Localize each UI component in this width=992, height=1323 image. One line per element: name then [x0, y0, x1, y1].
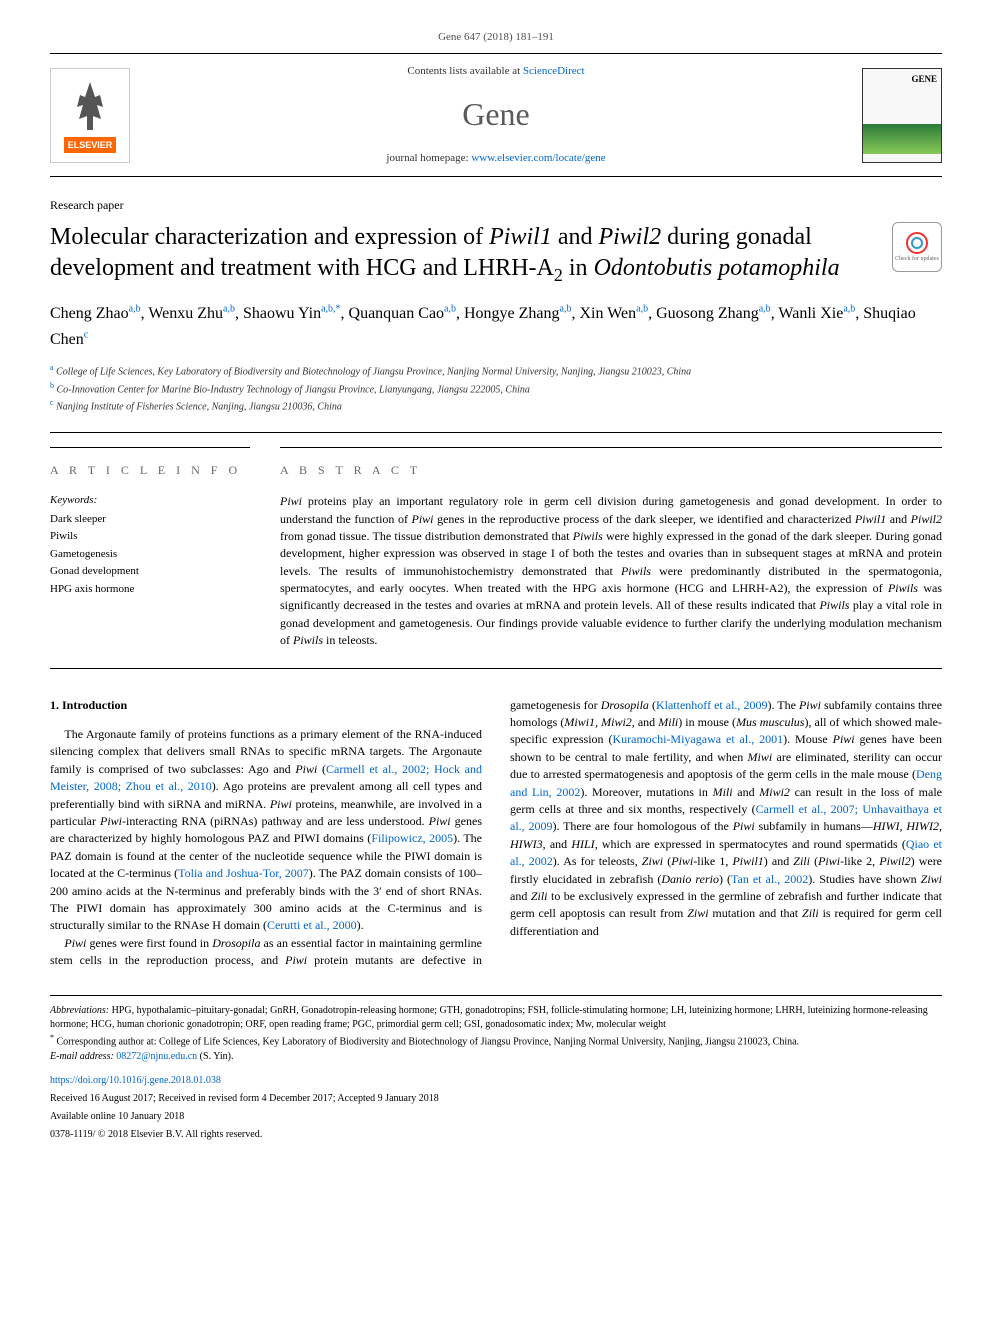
keyword: Piwils [50, 528, 250, 546]
article-info-head: A R T I C L E I N F O [50, 462, 250, 479]
author-affiliation-sup: a,b [843, 304, 855, 315]
title-text-1: Molecular characterization and expressio… [50, 224, 489, 250]
affiliation: a College of Life Sciences, Key Laborato… [50, 362, 942, 379]
keywords-label: Keywords: [50, 493, 250, 508]
author-affiliation-sup: a,b [636, 304, 648, 315]
title-row: Molecular characterization and expressio… [50, 222, 942, 287]
abstract: A B S T R A C T Piwi proteins play an im… [280, 447, 942, 649]
abbreviations-footnote: Abbreviations: HPG, hypothalamic–pituita… [50, 1004, 942, 1032]
footer-divider [50, 995, 942, 996]
homepage-line: journal homepage: www.elsevier.com/locat… [145, 151, 847, 166]
crossmark-label: Check for updates [895, 255, 939, 263]
doi-link[interactable]: https://doi.org/10.1016/j.gene.2018.01.0… [50, 1074, 942, 1088]
email-label: E-mail address: [50, 1051, 116, 1062]
author-affiliation-sup: c [84, 329, 88, 340]
author-affiliation-sup: a,b [759, 304, 771, 315]
corr-text: Corresponding author at: College of Life… [57, 1037, 800, 1048]
corr-star: * [50, 1033, 54, 1042]
author-affiliation-sup: a,b [129, 304, 141, 315]
author: Wenxu Zhua,b [148, 305, 235, 322]
intro-paragraph-1: The Argonaute family of proteins functio… [50, 726, 482, 935]
author: Hongye Zhanga,b [464, 305, 571, 322]
author: Xin Wena,b [579, 305, 648, 322]
abbrev-label: Abbreviations: [50, 1005, 109, 1016]
affiliation: c Nanjing Institute of Fisheries Science… [50, 397, 942, 414]
body-columns: 1. Introduction The Argonaute family of … [50, 697, 942, 970]
elsevier-logo: ELSEVIER [50, 68, 130, 163]
author-affiliation-sup: a,b [560, 304, 572, 315]
homepage-prefix: journal homepage: [386, 152, 471, 164]
keywords-list: Dark sleeperPiwilsGametogenesisGonad dev… [50, 511, 250, 599]
title-em-2: Piwil2 [598, 224, 661, 250]
citation[interactable]: Carmell et al., 2002; Hock and Meister, … [50, 762, 482, 793]
sciencedirect-link[interactable]: ScienceDirect [523, 65, 585, 77]
crossmark-icon [905, 231, 929, 255]
contents-prefix: Contents lists available at [407, 65, 522, 77]
header-center: Contents lists available at ScienceDirec… [145, 64, 847, 166]
elsevier-tree-icon [65, 77, 115, 137]
abbrev-text: HPG, hypothalamic–pituitary-gonadal; GnR… [50, 1005, 928, 1030]
citation[interactable]: Kuramochi-Miyagawa et al., 2001 [612, 732, 783, 746]
citation[interactable]: Tolia and Joshua-Tor, 2007 [178, 866, 309, 880]
citation[interactable]: Cerutti et al., 2000 [267, 918, 357, 932]
keyword: Gametogenesis [50, 546, 250, 564]
abstract-head: A B S T R A C T [280, 462, 942, 479]
author: Wanli Xiea,b [778, 305, 855, 322]
abstract-text: Piwi proteins play an important regulato… [280, 493, 942, 650]
journal-name: Gene [145, 92, 847, 137]
title-em-3: Odontobutis potamophila [594, 255, 840, 281]
journal-cover-thumbnail [862, 68, 942, 163]
author: Cheng Zhaoa,b [50, 305, 141, 322]
email-link[interactable]: 08272@njnu.edu.cn [116, 1051, 197, 1062]
title-text-2: and [552, 224, 599, 250]
article-info: A R T I C L E I N F O Keywords: Dark sle… [50, 447, 250, 649]
footer-available: Available online 10 January 2018 [50, 1110, 942, 1124]
email-suffix: (S. Yin). [197, 1051, 233, 1062]
citation[interactable]: Filipowicz, 2005 [371, 831, 453, 845]
intro-heading: 1. Introduction [50, 697, 482, 714]
footer-copyright: 0378-1119/ © 2018 Elsevier B.V. All righ… [50, 1128, 942, 1142]
title-text-4: in [563, 255, 594, 281]
info-abstract-row: A R T I C L E I N F O Keywords: Dark sle… [50, 447, 942, 668]
title-em-1: Piwil1 [489, 224, 552, 250]
footer-dates: Received 16 August 2017; Received in rev… [50, 1092, 942, 1106]
author: Quanquan Caoa,b [349, 305, 456, 322]
author: Guosong Zhanga,b [656, 305, 771, 322]
citation[interactable]: Klattenhoff et al., 2009 [656, 698, 768, 712]
homepage-link[interactable]: www.elsevier.com/locate/gene [471, 152, 605, 164]
author-affiliation-sup: a,b [444, 304, 456, 315]
author-list: Cheng Zhaoa,b, Wenxu Zhua,b, Shaowu Yina… [50, 301, 942, 352]
citation[interactable]: Tan et al., 2002 [731, 872, 808, 886]
keyword: Dark sleeper [50, 511, 250, 529]
divider [50, 432, 942, 433]
email-footnote: E-mail address: 08272@njnu.edu.cn (S. Yi… [50, 1050, 942, 1064]
keyword: HPG axis hormone [50, 581, 250, 599]
author-affiliation-sup: a,b,* [321, 304, 340, 315]
contents-available-line: Contents lists available at ScienceDirec… [145, 64, 847, 79]
title-sub: 2 [554, 265, 563, 285]
article-title: Molecular characterization and expressio… [50, 222, 874, 287]
affiliations: a College of Life Sciences, Key Laborato… [50, 362, 942, 414]
journal-reference: Gene 647 (2018) 181–191 [50, 30, 942, 45]
author-affiliation-sup: a,b [223, 304, 235, 315]
author: Shaowu Yina,b,* [243, 305, 341, 322]
crossmark-badge[interactable]: Check for updates [892, 222, 942, 272]
journal-header: ELSEVIER Contents lists available at Sci… [50, 53, 942, 177]
keyword: Gonad development [50, 563, 250, 581]
footnotes: Abbreviations: HPG, hypothalamic–pituita… [50, 1004, 942, 1063]
elsevier-wordmark: ELSEVIER [64, 137, 117, 154]
affiliation: b Co-Innovation Center for Marine Bio-In… [50, 380, 942, 397]
paper-type: Research paper [50, 197, 942, 214]
corresponding-footnote: * Corresponding author at: College of Li… [50, 1032, 942, 1049]
